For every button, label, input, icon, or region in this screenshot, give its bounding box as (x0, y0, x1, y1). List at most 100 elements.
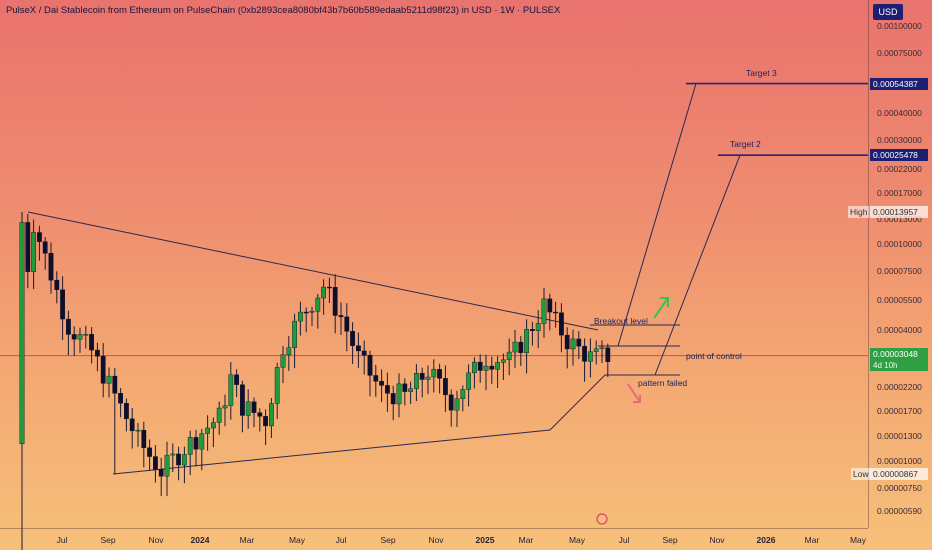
arrow-up-icon (653, 297, 669, 319)
candle-body (193, 437, 199, 450)
candle-body (582, 345, 588, 362)
candle-body (77, 334, 83, 340)
axis-corner (868, 528, 932, 550)
time-tick-label: Nov (428, 535, 444, 545)
candle-body (152, 456, 158, 470)
candle-body (460, 389, 466, 399)
candle-body (564, 334, 570, 350)
candle-body (425, 376, 431, 380)
low-price-tag: 0.00000867 (870, 468, 928, 481)
price-tick-label: 0.00100000 (877, 21, 922, 31)
price-tick-label: 0.00002200 (877, 381, 922, 392)
candle-body (576, 338, 582, 347)
candle-body (251, 401, 257, 413)
candle-body (164, 454, 170, 477)
candle-body (303, 311, 309, 314)
candle-body (408, 388, 413, 392)
time-tick-label: Sep (662, 535, 678, 545)
candle-body (292, 320, 297, 348)
time-tick-label: Sep (100, 535, 116, 545)
target3-label: Target 3 (746, 67, 777, 78)
price-tick-label: 0.00010000 (877, 238, 922, 249)
candle-body (222, 405, 228, 409)
high-tag: High (848, 206, 870, 218)
candle-body (501, 359, 506, 363)
candle-body (518, 341, 524, 354)
candle-body (37, 232, 42, 242)
currency-button[interactable]: USD (873, 4, 903, 20)
price-tick-label: 0.00001300 (877, 431, 922, 442)
candle-body (187, 437, 193, 455)
candle-body (367, 354, 373, 376)
candle-body (599, 347, 605, 350)
time-axis[interactable] (0, 528, 868, 550)
candle-body (553, 311, 559, 314)
pattern-failed-label: pattern failed (638, 378, 688, 388)
time-tick-label: May (288, 535, 306, 545)
candle-body (332, 287, 338, 316)
candle-body (94, 349, 100, 357)
time-tick-label: Jul (618, 535, 630, 545)
candle-body (419, 373, 425, 380)
candle-body (402, 383, 408, 392)
candle-body (181, 454, 187, 466)
candle-body (390, 393, 396, 405)
candle-body (158, 469, 164, 477)
candle-body (234, 374, 239, 385)
candle-body (245, 401, 251, 416)
candle-body (472, 361, 477, 374)
candle-body (106, 375, 112, 384)
price-axis[interactable] (868, 0, 932, 528)
logo-icon (596, 513, 608, 525)
candle-body (315, 297, 321, 312)
candle-body (385, 385, 390, 394)
candle-body (71, 334, 77, 340)
target2-label: Target 2 (730, 139, 761, 150)
breakout-label: Breakout level (594, 316, 648, 326)
candle-body (65, 318, 71, 335)
time-tick-label: 2024 (190, 535, 210, 545)
candle-body (466, 372, 471, 390)
candle-body (350, 331, 355, 346)
candle-body (269, 403, 274, 427)
candle-body (48, 253, 54, 281)
time-tick-label: Nov (148, 535, 164, 545)
candle-body (83, 334, 89, 336)
candle-body (118, 393, 124, 404)
candle-body (588, 351, 593, 362)
candle-body (286, 347, 292, 355)
time-tick-label: Nov (709, 535, 725, 545)
time-tick-label: 2026 (756, 535, 776, 545)
candle-body (321, 286, 326, 299)
poc-label: point of control (686, 350, 742, 361)
candle-body (605, 347, 611, 362)
support-trendline (112, 429, 551, 475)
time-tick-label: 2025 (475, 535, 495, 545)
price-tick-label: 0.00040000 (877, 107, 922, 118)
candle-body (454, 398, 460, 411)
time-tick-label: Mar (804, 535, 820, 545)
time-tick-label: Sep (380, 535, 396, 545)
candle-body (60, 289, 66, 320)
time-tick-label: May (849, 535, 867, 545)
candle-body (228, 374, 234, 406)
candle-body (123, 403, 129, 420)
price-tick-label: 0.00007500 (877, 265, 922, 276)
candle-body (327, 286, 332, 289)
candle-body (431, 369, 437, 378)
time-tick-label: Jul (335, 535, 347, 545)
candle-body (31, 232, 36, 272)
candle-body (309, 311, 315, 313)
price-tick-label: 0.00005500 (877, 294, 922, 305)
candle-body (356, 345, 361, 352)
candle-body (54, 279, 60, 290)
price-tick-label: 0.00004000 (877, 325, 922, 336)
candle-body (373, 375, 379, 382)
candle-body (298, 311, 303, 322)
candle-body (257, 412, 263, 417)
time-tick-label: Mar (239, 535, 255, 545)
candle-body (205, 427, 210, 434)
price-tick-label: 0.00000590 (877, 505, 922, 516)
